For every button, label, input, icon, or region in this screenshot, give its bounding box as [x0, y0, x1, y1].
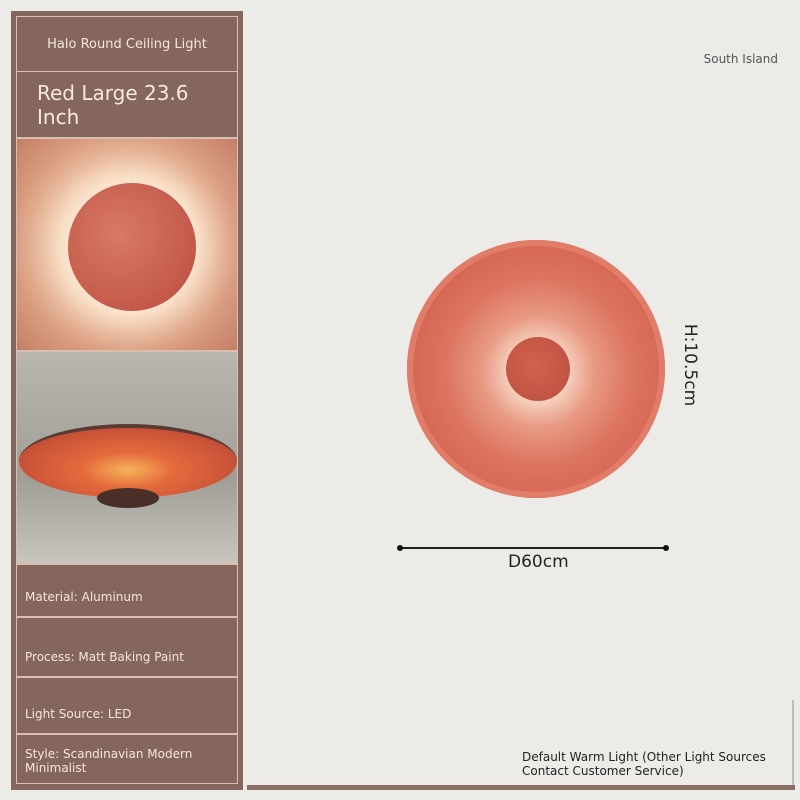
divider — [792, 700, 794, 785]
spec-light-source: Light Source: LED — [16, 677, 238, 734]
product-photo-installed — [16, 351, 238, 564]
spec-material: Material: Aluminum — [16, 564, 238, 617]
dimension-endpoint — [663, 545, 669, 551]
product-info-panel: Halo Round Ceiling Light Red Large 23.6 … — [11, 11, 243, 790]
spec-style: Style: Scandinavian Modern Minimalist — [16, 734, 238, 784]
diameter-dimension-label: D60cm — [508, 552, 569, 572]
height-dimension-label: H:10.5cm — [680, 323, 700, 407]
lamp-disc-image — [68, 183, 196, 311]
product-variant: Red Large 23.6 Inch — [16, 71, 238, 138]
lamp-illustration — [407, 240, 665, 498]
product-title: Halo Round Ceiling Light — [16, 16, 238, 72]
light-note: Default Warm Light (Other Light Sources … — [522, 750, 766, 778]
bottom-bar — [247, 785, 795, 790]
lamp-center-disc — [506, 337, 570, 401]
brand-label: South Island — [703, 52, 778, 66]
lamp-shade-image — [19, 424, 237, 498]
dimension-endpoint — [397, 545, 403, 551]
lamp-cap-image — [97, 488, 159, 508]
diameter-dimension-line — [397, 545, 669, 551]
product-photo-front — [16, 138, 238, 351]
spec-process: Process: Matt Baking Paint — [16, 617, 238, 677]
